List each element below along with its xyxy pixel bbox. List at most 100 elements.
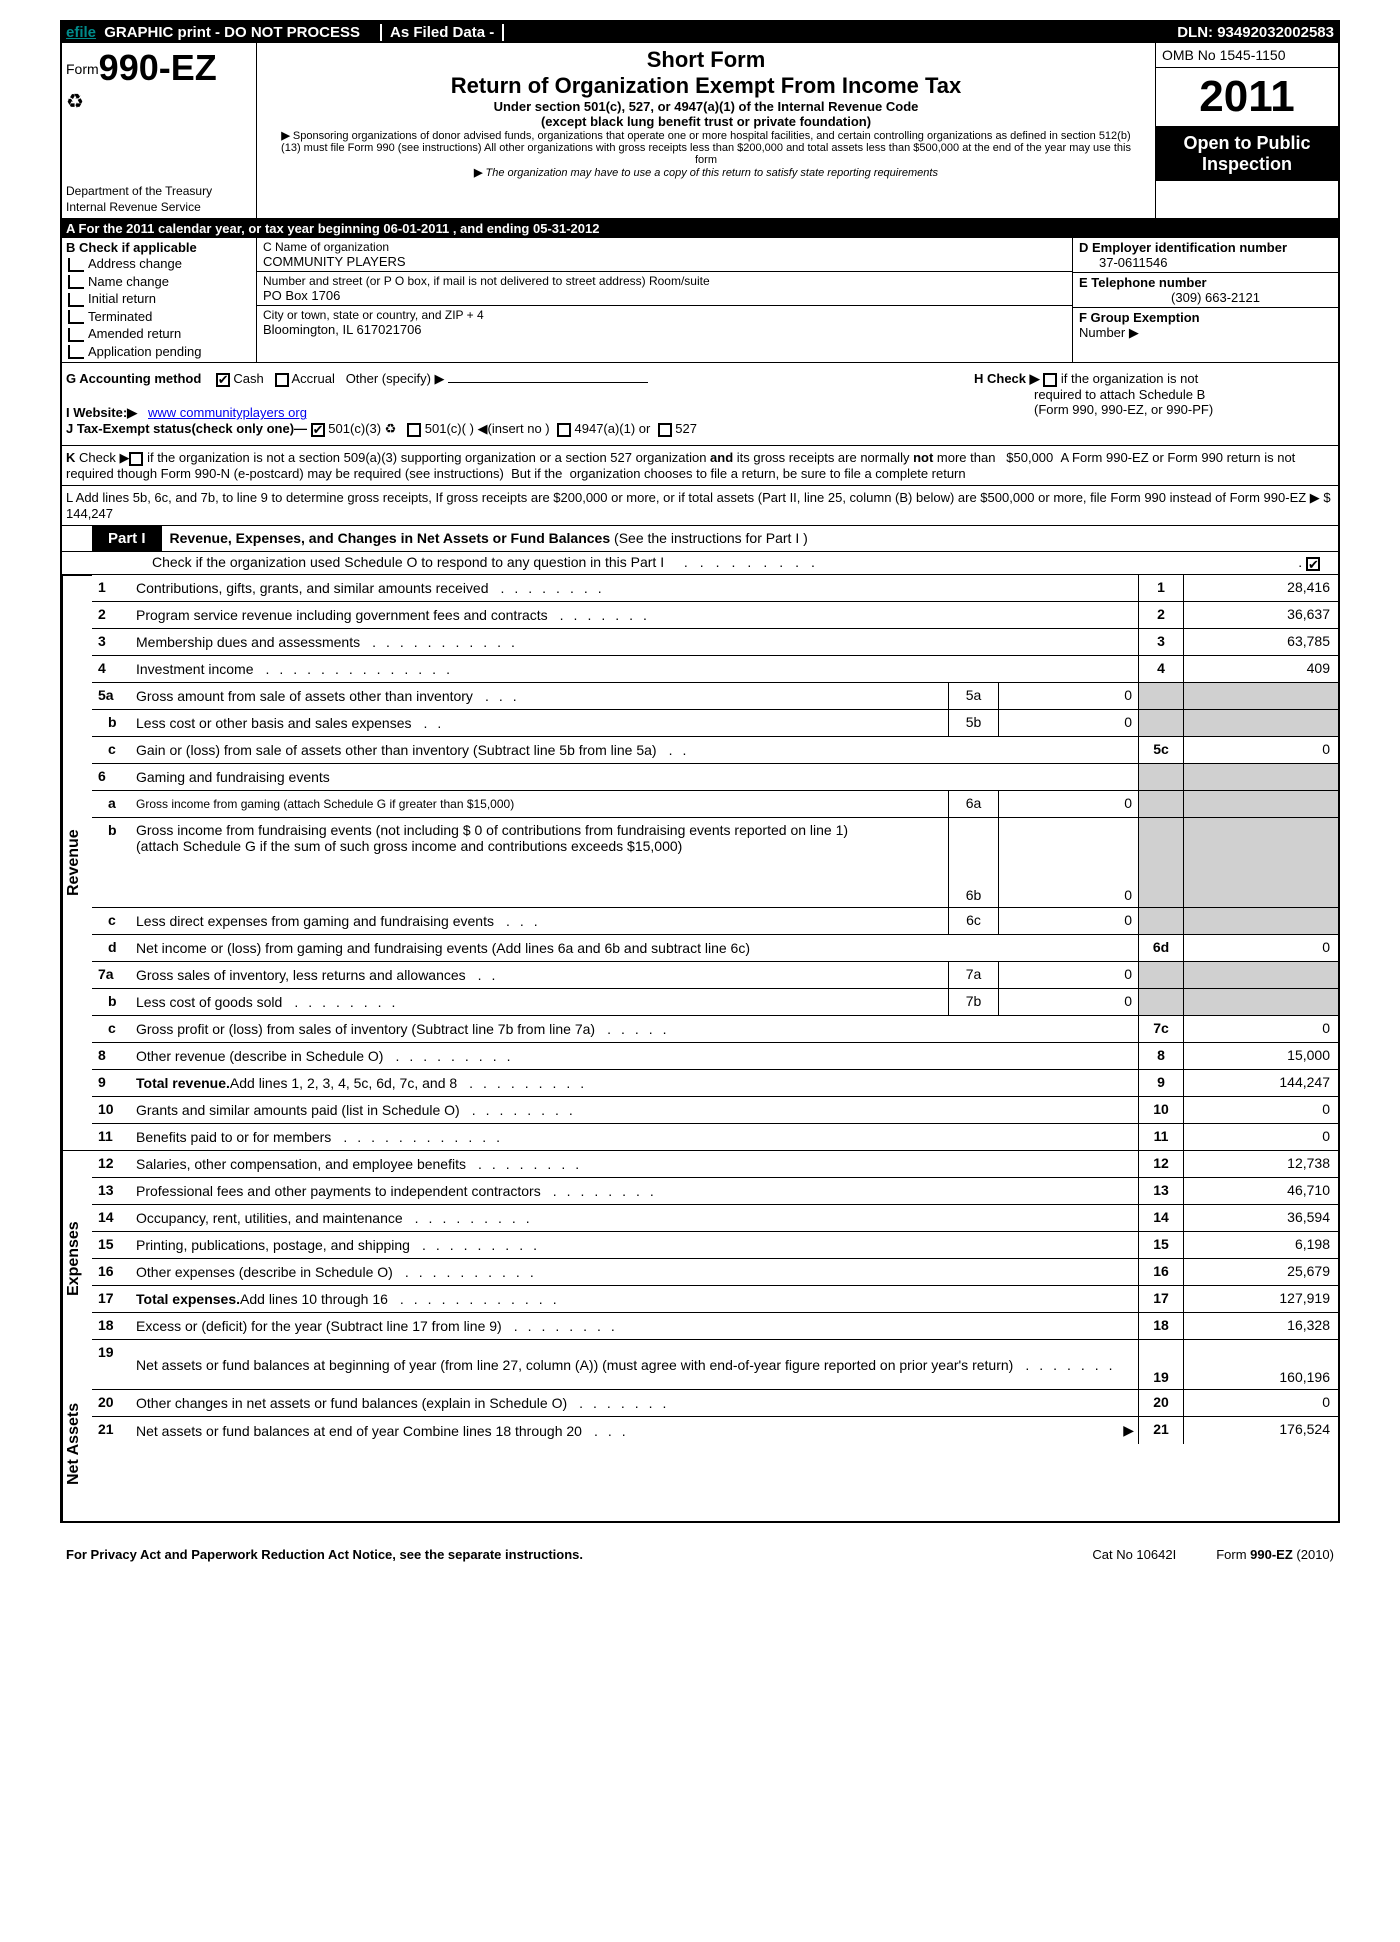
line-1: 1 Contributions, gifts, grants, and simi…	[92, 575, 1338, 602]
col-b-checks: B Check if applicable Address change Nam…	[62, 238, 257, 362]
line-6b: b Gross income from fundraising events (…	[92, 818, 1338, 908]
right-col: OMB No 1545-1150 2011 Open to Public Ins…	[1156, 43, 1338, 218]
footer-privacy: For Privacy Act and Paperwork Reduction …	[66, 1547, 1052, 1562]
title-row: Form990-EZ ♻ Department of the Treasury …	[62, 43, 1338, 219]
line-12: 12 Salaries, other compensation, and emp…	[92, 1151, 1338, 1178]
return-title: Return of Organization Exempt From Incom…	[263, 73, 1149, 99]
filer-block: B Check if applicable Address change Nam…	[62, 238, 1338, 363]
col-def: D Employer identification number 37-0611…	[1073, 238, 1338, 362]
side-revenue: Revenue	[62, 575, 92, 1150]
dept-irs: Internal Revenue Service	[66, 200, 212, 214]
line-10: 10 Grants and similar amounts paid (list…	[92, 1097, 1338, 1124]
check-h[interactable]	[1043, 373, 1057, 387]
line-6d: d Net income or (loss) from gaming and f…	[92, 935, 1338, 962]
check-527[interactable]	[658, 423, 672, 437]
line-6c: c Less direct expenses from gaming and f…	[92, 908, 1338, 935]
addr-label: Number and street (or P O box, if mail i…	[263, 274, 1066, 288]
org-city: Bloomington, IL 617021706	[263, 322, 1066, 337]
line-13: 13 Professional fees and other payments …	[92, 1178, 1338, 1205]
copy-note: The organization may have to use a copy …	[486, 167, 938, 179]
line-6: 6 Gaming and fundraising events	[92, 764, 1338, 791]
line-9: 9 Total revenue. Add lines 1, 2, 3, 4, 5…	[92, 1070, 1338, 1097]
row-l: L Add lines 5b, 6c, and 7b, to line 9 to…	[62, 486, 1338, 526]
graphic-print: GRAPHIC print - DO NOT PROCESS	[104, 24, 360, 41]
part-i-check: Check if the organization used Schedule …	[62, 552, 1338, 575]
form-id-col: Form990-EZ ♻ Department of the Treasury …	[62, 43, 257, 218]
check-address-change[interactable]: Address change	[66, 255, 252, 273]
line-16: 16 Other expenses (describe in Schedule …	[92, 1259, 1338, 1286]
check-501c[interactable]	[407, 423, 421, 437]
org-addr: PO Box 1706	[263, 288, 1066, 303]
short-form: Short Form	[263, 47, 1149, 73]
part-i-title-rest: (See the instructions for Part I )	[614, 530, 808, 546]
col-c-org: C Name of organization COMMUNITY PLAYERS…	[257, 238, 1073, 362]
check-501c3[interactable]	[311, 423, 325, 437]
line-20: 20 Other changes in net assets or fund b…	[92, 1390, 1338, 1417]
omb-no: OMB No 1545-1150	[1156, 43, 1338, 68]
website-link[interactable]: www communityplayers org	[148, 405, 307, 420]
footer: For Privacy Act and Paperwork Reduction …	[60, 1543, 1340, 1566]
j-label: J Tax-Exempt status(check only one)—	[66, 421, 307, 436]
under-section: Under section 501(c), 527, or 4947(a)(1)…	[263, 99, 1149, 114]
efile-link[interactable]: efile	[66, 24, 96, 41]
line-7b: b Less cost of goods sold........ 7b 0	[92, 989, 1338, 1016]
form-number: 990-EZ	[99, 47, 217, 88]
name-label: C Name of organization	[263, 240, 1066, 254]
tax-year: 2011	[1156, 68, 1338, 127]
line-15: 15 Printing, publications, postage, and …	[92, 1232, 1338, 1259]
check-sched-o[interactable]	[1306, 557, 1320, 571]
line-6a: a Gross income from gaming (attach Sched…	[92, 791, 1338, 818]
check-amended[interactable]: Amended return	[66, 325, 252, 343]
dept-treasury: Department of the Treasury	[66, 184, 212, 198]
i-label: I Website:▶	[66, 405, 137, 420]
as-filed: As Filed Data -	[380, 24, 504, 41]
line-5c: c Gain or (loss) from sale of assets oth…	[92, 737, 1338, 764]
line-14: 14 Occupancy, rent, utilities, and maint…	[92, 1205, 1338, 1232]
line-2: 2 Program service revenue including gove…	[92, 602, 1338, 629]
recycle-icon: ♻	[66, 89, 84, 114]
row-k: K Check ▶ if the organization is not a s…	[62, 446, 1338, 486]
row-gh: G Accounting method Cash Accrual Other (…	[62, 363, 1338, 446]
dln: DLN: 93492032002583	[1177, 24, 1334, 41]
side-expenses: Expenses	[62, 1150, 92, 1366]
title-col: Short Form Return of Organization Exempt…	[257, 43, 1156, 218]
check-k[interactable]	[129, 452, 143, 466]
line-17: 17 Total expenses. Add lines 10 through …	[92, 1286, 1338, 1313]
line-18: 18 Excess or (deficit) for the year (Sub…	[92, 1313, 1338, 1340]
part-i-title-bold: Revenue, Expenses, and Changes in Net As…	[170, 530, 611, 546]
line-21: 21 Net assets or fund balances at end of…	[92, 1417, 1338, 1444]
check-4947[interactable]	[557, 423, 571, 437]
check-initial-return[interactable]: Initial return	[66, 290, 252, 308]
line-5b: b Less cost or other basis and sales exp…	[92, 710, 1338, 737]
check-cash[interactable]	[216, 373, 230, 387]
sponsor-note: Sponsoring organizations of donor advise…	[281, 130, 1131, 166]
line-7a: 7a Gross sales of inventory, less return…	[92, 962, 1338, 989]
check-pending[interactable]: Application pending	[66, 343, 252, 361]
line-4: 4 Investment income.............. 4 409	[92, 656, 1338, 683]
ein-val: 37-0611546	[1079, 255, 1332, 270]
line-11: 11 Benefits paid to or for members......…	[92, 1124, 1338, 1151]
tel-label: E Telephone number	[1079, 275, 1332, 290]
check-terminated[interactable]: Terminated	[66, 308, 252, 326]
group-ex-label2: Number ▶	[1079, 325, 1332, 341]
check-accrual[interactable]	[275, 373, 289, 387]
g-label: G Accounting method	[66, 371, 201, 386]
line-19: 19 Net assets or fund balances at beginn…	[92, 1340, 1338, 1390]
line-5a: 5a Gross amount from sale of assets othe…	[92, 683, 1338, 710]
col-b-heading: B Check if applicable	[66, 240, 252, 255]
part-i-label: Part I	[92, 526, 162, 551]
open-public: Open to Public Inspection	[1156, 127, 1338, 181]
form-page: efile GRAPHIC print - DO NOT PROCESS As …	[60, 20, 1340, 1523]
line-8: 8 Other revenue (describe in Schedule O)…	[92, 1043, 1338, 1070]
ein-label: D Employer identification number	[1079, 240, 1332, 255]
topbar: efile GRAPHIC print - DO NOT PROCESS As …	[62, 22, 1338, 43]
footer-cat: Cat No 10642I	[1052, 1547, 1216, 1562]
line-7c: c Gross profit or (loss) from sales of i…	[92, 1016, 1338, 1043]
org-name: COMMUNITY PLAYERS	[263, 254, 1066, 269]
except: (except black lung benefit trust or priv…	[263, 114, 1149, 129]
form-prefix: Form	[66, 61, 99, 77]
row-a-tax-year: A For the 2011 calendar year, or tax yea…	[62, 219, 1338, 238]
check-name-change[interactable]: Name change	[66, 273, 252, 291]
tel-val: (309) 663-2121	[1079, 290, 1332, 305]
city-label: City or town, state or country, and ZIP …	[263, 308, 1066, 322]
